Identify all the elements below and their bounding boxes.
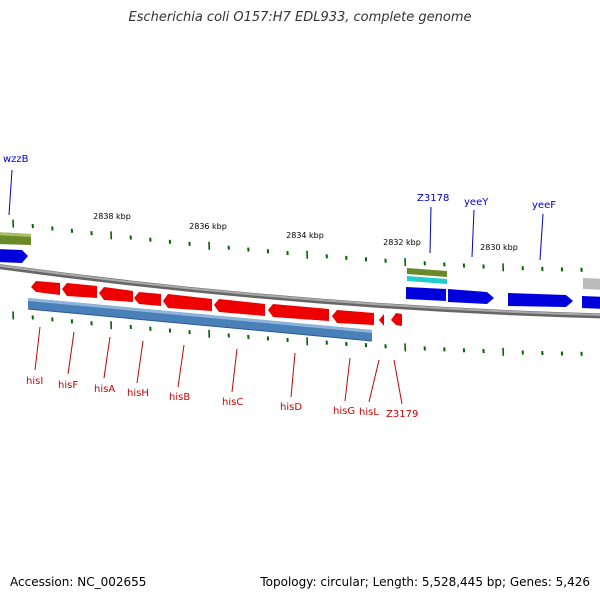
- feature-cyan[interactable]: [407, 276, 447, 284]
- gene-callout-lines: [8, 169, 544, 405]
- scale-label-2838: 2838 kbp: [93, 212, 131, 221]
- gene-Z3179-arrow[interactable]: [391, 313, 402, 326]
- kbp-scale-labels: 2838 kbp 2836 kbp 2834 kbp 2832 kbp 2830…: [93, 212, 518, 252]
- reverse-strand-genes: [31, 281, 402, 326]
- gene-hisD-arrow[interactable]: [268, 304, 329, 321]
- callout-yeeY: [471, 209, 475, 258]
- gene-hisF-arrow[interactable]: [62, 283, 97, 298]
- kbp-ticks-top: [12, 219, 583, 272]
- gene-Z3178-arrow[interactable]: [406, 287, 446, 301]
- callout-hisG: [344, 357, 351, 402]
- scale-label-2834: 2834 kbp: [286, 231, 324, 240]
- callout-hisD: [290, 352, 296, 398]
- label-hisG[interactable]: hisG: [333, 406, 355, 417]
- scale-label-2830: 2830 kbp: [480, 243, 518, 252]
- label-hisF[interactable]: hisF: [58, 380, 78, 391]
- callout-hisH: [136, 340, 144, 384]
- gene-hisG-arrow[interactable]: [332, 310, 374, 325]
- gene-wzzB-arrow[interactable]: [0, 249, 28, 263]
- feature-green-right[interactable]: [407, 268, 447, 277]
- callout-hisA: [103, 336, 111, 379]
- his-operon-band-edge: [27, 308, 373, 342]
- callout-hisF: [67, 331, 75, 375]
- callout-hisI: [34, 326, 41, 371]
- label-hisL[interactable]: hisL: [359, 407, 379, 418]
- feature-gray-right[interactable]: [583, 278, 600, 290]
- scale-label-2836: 2836 kbp: [189, 222, 227, 231]
- forward-gene-labels: wzzB Z3178 yeeY yeeF: [3, 154, 556, 211]
- gene-edge-right-arrow[interactable]: [582, 296, 600, 309]
- gene-yeeY-arrow[interactable]: [448, 289, 494, 304]
- label-Z3179[interactable]: Z3179: [386, 409, 418, 420]
- label-wzzB[interactable]: wzzB: [3, 154, 29, 165]
- reverse-gene-labels: hisI hisF hisA hisH hisB hisC hisD hisG …: [26, 376, 418, 420]
- gene-hisC-arrow[interactable]: [214, 299, 265, 316]
- his-operon-band-highlight: [28, 298, 372, 333]
- callout-hisC: [231, 348, 238, 393]
- label-yeeF[interactable]: yeeF: [532, 200, 556, 211]
- genome-backbone-highlight: [0, 264, 600, 316]
- label-Z3178[interactable]: Z3178: [417, 193, 449, 204]
- label-hisC[interactable]: hisC: [222, 397, 243, 408]
- gene-hisB-arrow[interactable]: [163, 294, 212, 311]
- callout-hisL: [368, 359, 380, 403]
- gene-hisH-arrow[interactable]: [134, 292, 161, 306]
- label-hisI[interactable]: hisI: [26, 376, 43, 387]
- genome-title: Escherichia coli O157:H7 EDL933, complet…: [128, 10, 472, 25]
- genome-summary-text: Topology: circular; Length: 5,528,445 bp…: [260, 575, 590, 589]
- gene-yeeF-arrow[interactable]: [508, 293, 573, 307]
- label-hisD[interactable]: hisD: [280, 402, 302, 413]
- kbp-ticks-bottom: [12, 311, 583, 356]
- feature-green-left-highlight: [0, 232, 31, 237]
- forward-strand-genes: [0, 232, 600, 309]
- callout-yeeF: [539, 213, 544, 261]
- gene-hisL-arrow[interactable]: [379, 314, 384, 326]
- callout-hisB: [177, 344, 185, 388]
- gene-hisI-arrow[interactable]: [31, 281, 60, 295]
- scale-label-2832: 2832 kbp: [383, 238, 421, 247]
- label-yeeY[interactable]: yeeY: [464, 197, 489, 208]
- callout-Z3178: [429, 206, 432, 254]
- callout-wzzB: [8, 169, 13, 216]
- label-hisB[interactable]: hisB: [169, 392, 190, 403]
- label-hisH[interactable]: hisH: [127, 388, 149, 399]
- gene-hisA-arrow[interactable]: [99, 287, 133, 302]
- label-hisA[interactable]: hisA: [94, 384, 115, 395]
- accession-text: Accession: NC_002655: [10, 575, 147, 589]
- callout-Z3179: [393, 359, 403, 405]
